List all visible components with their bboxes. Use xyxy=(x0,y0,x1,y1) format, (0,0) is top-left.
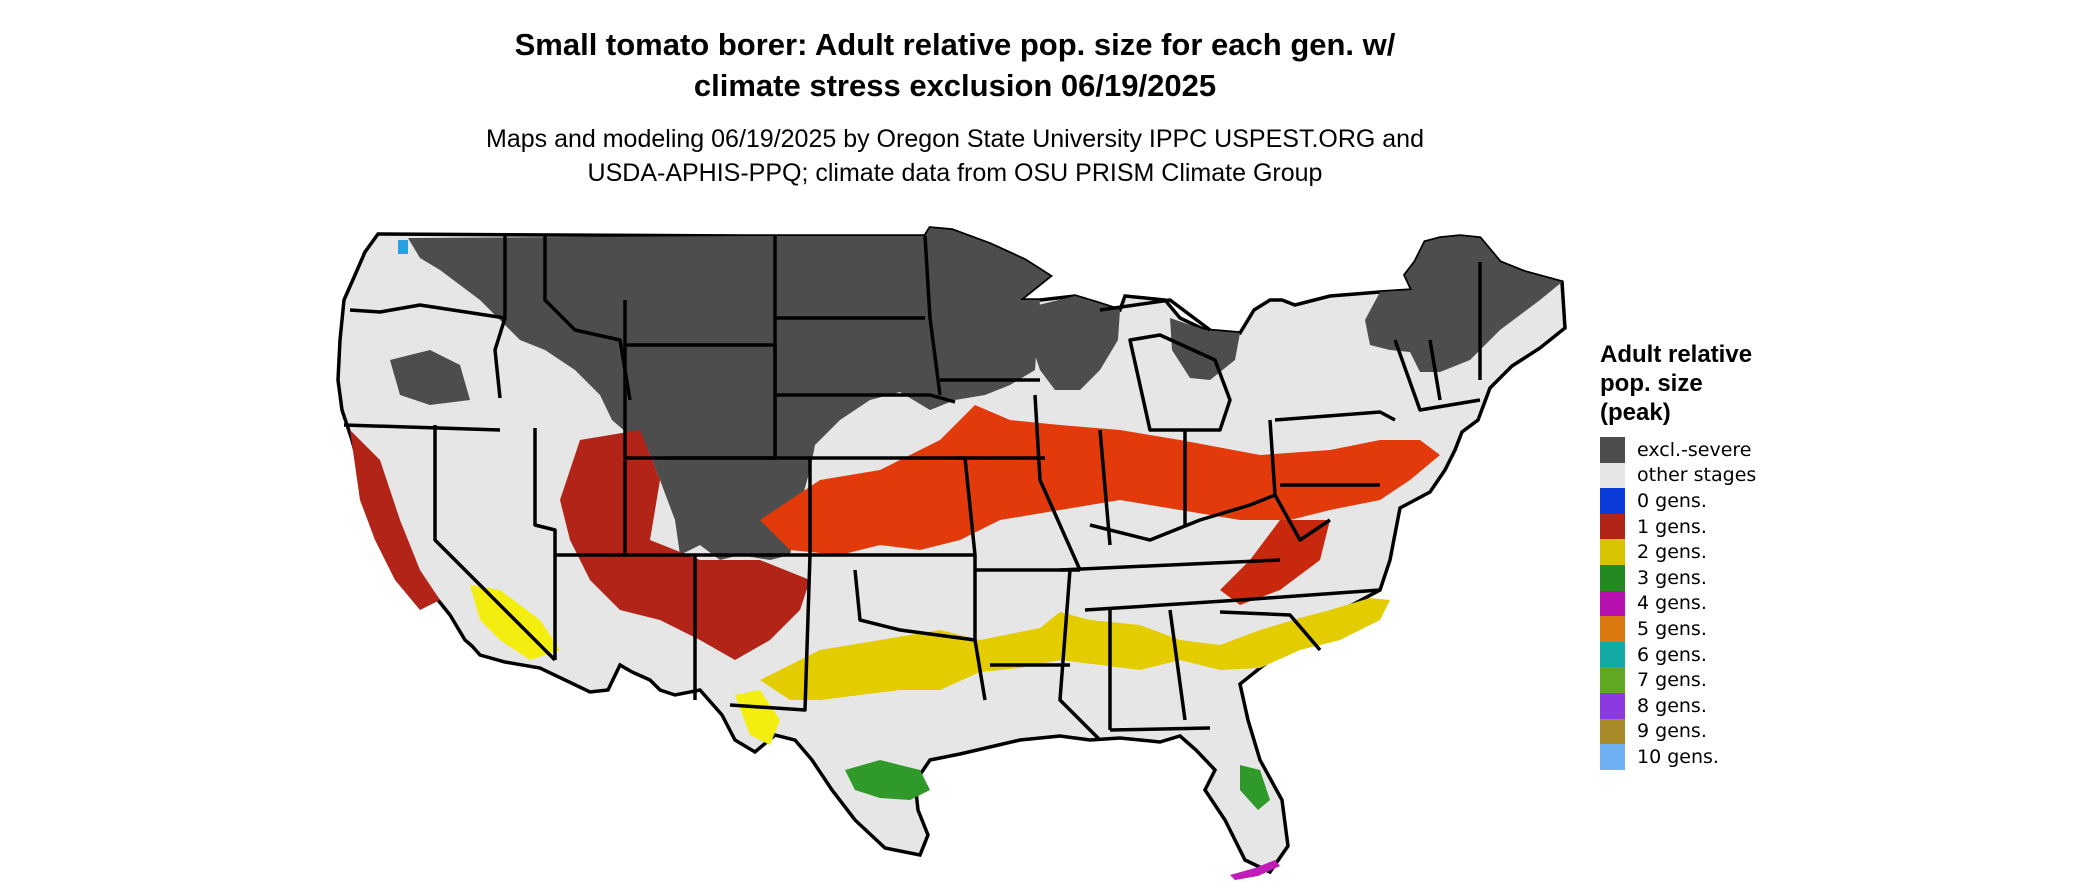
legend-swatch xyxy=(1600,591,1625,617)
legend-swatch xyxy=(1600,616,1625,642)
legend-item: excl.-severe xyxy=(1600,437,1830,463)
legend-item: 6 gens. xyxy=(1600,642,1830,668)
legend-item: 10 gens. xyxy=(1600,744,1830,770)
legend-title-line-3: (peak) xyxy=(1600,398,1830,427)
legend: Adult relative pop. size (peak) excl.-se… xyxy=(1600,340,1830,770)
legend-item: 3 gens. xyxy=(1600,565,1830,591)
legend-item: 8 gens. xyxy=(1600,693,1830,719)
legend-label: 4 gens. xyxy=(1637,592,1707,614)
legend-swatch xyxy=(1600,719,1625,745)
legend-label: 8 gens. xyxy=(1637,695,1707,717)
legend-label: 3 gens. xyxy=(1637,567,1707,589)
legend-label: 10 gens. xyxy=(1637,746,1719,768)
zero-gen-washington-patch xyxy=(398,240,408,254)
legend-label: 1 gens. xyxy=(1637,516,1707,538)
legend-label: 0 gens. xyxy=(1637,490,1707,512)
legend-label: 7 gens. xyxy=(1637,669,1707,691)
legend-swatch xyxy=(1600,565,1625,591)
legend-label: 9 gens. xyxy=(1637,720,1707,742)
legend-label: 2 gens. xyxy=(1637,541,1707,563)
legend-swatch xyxy=(1600,463,1625,489)
legend-label: excl.-severe xyxy=(1637,439,1752,461)
legend-label: 6 gens. xyxy=(1637,644,1707,666)
legend-item: 1 gens. xyxy=(1600,514,1830,540)
legend-item: 2 gens. xyxy=(1600,539,1830,565)
legend-item: 9 gens. xyxy=(1600,719,1830,745)
legend-item: 7 gens. xyxy=(1600,667,1830,693)
legend-item: other stages xyxy=(1600,463,1830,489)
legend-swatch xyxy=(1600,744,1625,770)
legend-swatch xyxy=(1600,514,1625,540)
legend-label: 5 gens. xyxy=(1637,618,1707,640)
legend-title-line-1: Adult relative xyxy=(1600,340,1830,369)
legend-item: 0 gens. xyxy=(1600,488,1830,514)
legend-swatch xyxy=(1600,437,1625,463)
legend-item: 5 gens. xyxy=(1600,616,1830,642)
border-ga-fl xyxy=(1110,728,1210,730)
legend-items: excl.-severe other stages 0 gens. 1 gens. 2 … xyxy=(1600,437,1830,770)
legend-swatch xyxy=(1600,667,1625,693)
legend-title-line-2: pop. size xyxy=(1600,369,1830,398)
legend-swatch xyxy=(1600,642,1625,668)
legend-title: Adult relative pop. size (peak) xyxy=(1600,340,1830,427)
legend-swatch xyxy=(1600,488,1625,514)
legend-swatch xyxy=(1600,693,1625,719)
legend-label: other stages xyxy=(1637,464,1756,486)
legend-item: 4 gens. xyxy=(1600,591,1830,617)
legend-swatch xyxy=(1600,539,1625,565)
